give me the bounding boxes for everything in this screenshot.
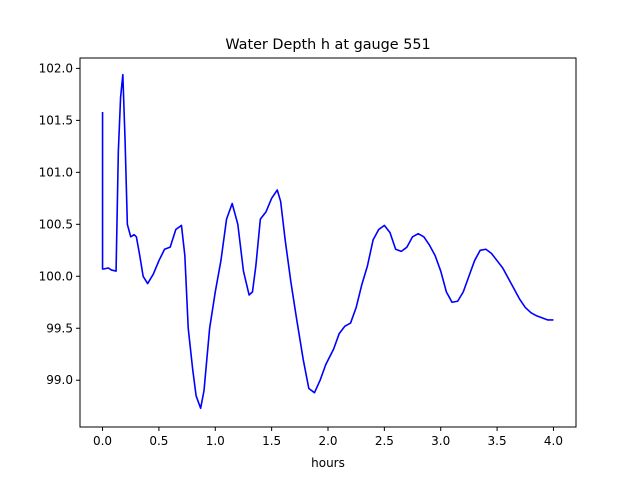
x-tick-label: 1.5 — [262, 434, 281, 448]
x-tick-label: 4.0 — [544, 434, 563, 448]
x-axis-title: hours — [311, 456, 345, 470]
x-tick-label: 3.0 — [431, 434, 450, 448]
y-tick-label: 100.5 — [39, 217, 73, 231]
plot-area: 0.0 0.5 1.0 1.5 2.0 2.5 3.0 3.5 4.0 99.0 99.5 100.0… — [39, 57, 577, 448]
y-tick-label: 101.0 — [39, 165, 73, 179]
y-tick-label: 99.0 — [46, 373, 73, 387]
y-tick-label: 100.0 — [39, 269, 73, 283]
y-tick-label: 102.0 — [39, 61, 73, 75]
chart-title: Water Depth h at gauge 551 — [225, 37, 430, 53]
x-tick-label: 2.5 — [375, 434, 394, 448]
x-tick-label: 3.5 — [488, 434, 507, 448]
x-tick-label: 1.0 — [206, 434, 225, 448]
series-line-0 — [101, 73, 554, 410]
y-tick-label: 101.5 — [39, 113, 73, 127]
x-tick-label: 0.5 — [149, 434, 168, 448]
x-tick-label: 2.0 — [318, 434, 337, 448]
x-tick-label: 0.0 — [93, 434, 112, 448]
y-tick-label: 99.5 — [46, 321, 73, 335]
